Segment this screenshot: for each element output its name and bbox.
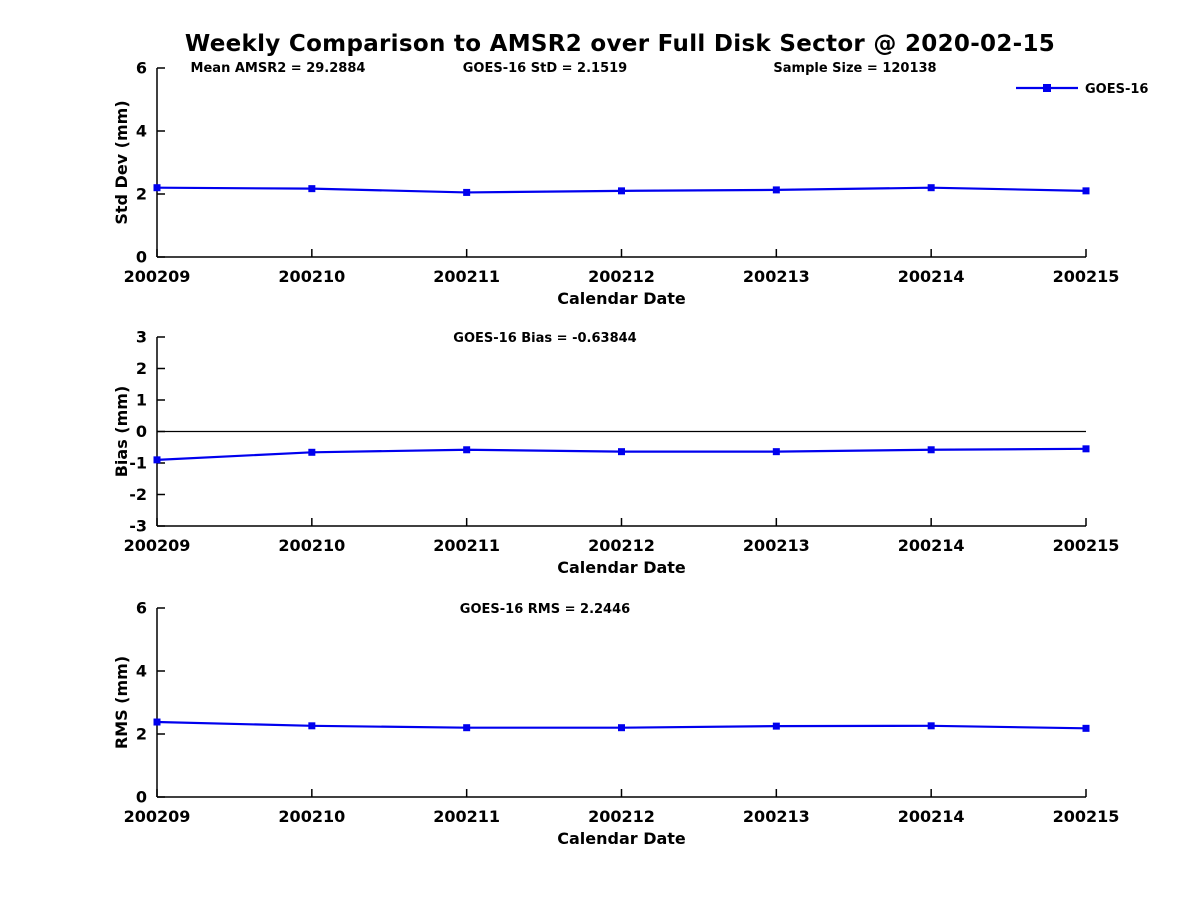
data-point-marker bbox=[153, 456, 161, 464]
y-tick-label: -1 bbox=[129, 454, 147, 473]
y-tick-label: 0 bbox=[136, 422, 147, 441]
x-tick-label: 200213 bbox=[743, 536, 810, 555]
data-point-marker bbox=[308, 185, 316, 193]
data-point-marker bbox=[927, 184, 935, 192]
x-tick-label: 200213 bbox=[743, 267, 810, 286]
x-axis-label: Calendar Date bbox=[557, 558, 686, 577]
x-tick-label: 200211 bbox=[433, 807, 500, 826]
data-point-marker bbox=[618, 187, 625, 195]
x-tick-label: 200210 bbox=[278, 807, 345, 826]
x-tick-label: 200212 bbox=[588, 267, 655, 286]
x-tick-label: 200212 bbox=[588, 807, 655, 826]
y-tick-label: 1 bbox=[136, 391, 147, 410]
data-point-marker bbox=[1082, 187, 1090, 195]
x-tick-label: 200214 bbox=[898, 536, 965, 555]
data-point-marker bbox=[1082, 445, 1090, 453]
annotation-sample-size: Sample Size = 120138 bbox=[773, 61, 936, 76]
x-tick-label: 200211 bbox=[433, 267, 500, 286]
x-tick-label: 200210 bbox=[278, 267, 345, 286]
y-tick-label: 4 bbox=[136, 662, 147, 681]
x-tick-label: 200215 bbox=[1053, 807, 1120, 826]
legend-marker bbox=[1043, 84, 1051, 92]
y-tick-label: 6 bbox=[136, 59, 147, 78]
y-tick-label: 0 bbox=[136, 788, 147, 807]
x-tick-label: 200213 bbox=[743, 807, 810, 826]
y-axis-label: Std Dev (mm) bbox=[112, 100, 131, 224]
data-point-marker bbox=[927, 446, 935, 454]
data-point-marker bbox=[772, 448, 780, 456]
subplot-title: GOES-16 RMS = 2.2446 bbox=[460, 602, 630, 617]
x-tick-label: 200210 bbox=[278, 536, 345, 555]
data-point-marker bbox=[927, 722, 935, 730]
y-tick-label: -3 bbox=[129, 517, 147, 536]
data-point-marker bbox=[618, 448, 625, 456]
x-tick-label: 200211 bbox=[433, 536, 500, 555]
x-tick-label: 200212 bbox=[588, 536, 655, 555]
data-point-marker bbox=[1082, 724, 1090, 732]
data-point-marker bbox=[618, 724, 625, 732]
figure-title: Weekly Comparison to AMSR2 over Full Dis… bbox=[185, 31, 1055, 57]
annotation-mean-amsr2: Mean AMSR2 = 29.2884 bbox=[191, 61, 366, 76]
y-tick-label: 6 bbox=[136, 599, 147, 618]
x-tick-label: 200209 bbox=[124, 267, 191, 286]
legend-label: GOES-16 bbox=[1085, 82, 1148, 97]
data-point-marker bbox=[463, 446, 471, 454]
data-point-marker bbox=[463, 188, 471, 196]
x-axis-label: Calendar Date bbox=[557, 829, 686, 848]
y-axis-label: RMS (mm) bbox=[112, 656, 131, 749]
subplot-rms: GOES-16 RMS = 2.2446 0 2 4 6 200209 200210 2002… bbox=[112, 599, 1119, 849]
x-tick-label: 200209 bbox=[124, 807, 191, 826]
data-point-marker bbox=[153, 184, 161, 192]
data-point-marker bbox=[308, 722, 316, 730]
data-point-marker bbox=[463, 724, 471, 732]
y-tick-label: -2 bbox=[129, 485, 147, 504]
y-tick-label: 4 bbox=[136, 122, 147, 141]
y-axis-label: Bias (mm) bbox=[112, 386, 131, 478]
data-point-marker bbox=[772, 186, 780, 194]
data-point-marker bbox=[153, 718, 161, 726]
y-tick-label: 2 bbox=[136, 725, 147, 744]
x-tick-label: 200214 bbox=[898, 267, 965, 286]
x-tick-label: 200215 bbox=[1053, 267, 1120, 286]
subplot-title: GOES-16 Bias = -0.63844 bbox=[453, 331, 636, 346]
annotation-goes16-std: GOES-16 StD = 2.1519 bbox=[463, 61, 627, 76]
subplot-std-dev: 0 2 4 6 200209 200210 200211 200212 200213 200214… bbox=[112, 59, 1119, 309]
x-tick-label: 200215 bbox=[1053, 536, 1120, 555]
legend: GOES-16 bbox=[1016, 82, 1148, 97]
y-tick-label: 2 bbox=[136, 185, 147, 204]
y-tick-label: 0 bbox=[136, 248, 147, 267]
x-tick-label: 200214 bbox=[898, 807, 965, 826]
y-tick-label: 3 bbox=[136, 328, 147, 347]
data-point-marker bbox=[772, 722, 780, 730]
x-axis-label: Calendar Date bbox=[557, 289, 686, 308]
data-point-marker bbox=[308, 448, 316, 456]
x-tick-label: 200209 bbox=[124, 536, 191, 555]
y-tick-label: 2 bbox=[136, 359, 147, 378]
